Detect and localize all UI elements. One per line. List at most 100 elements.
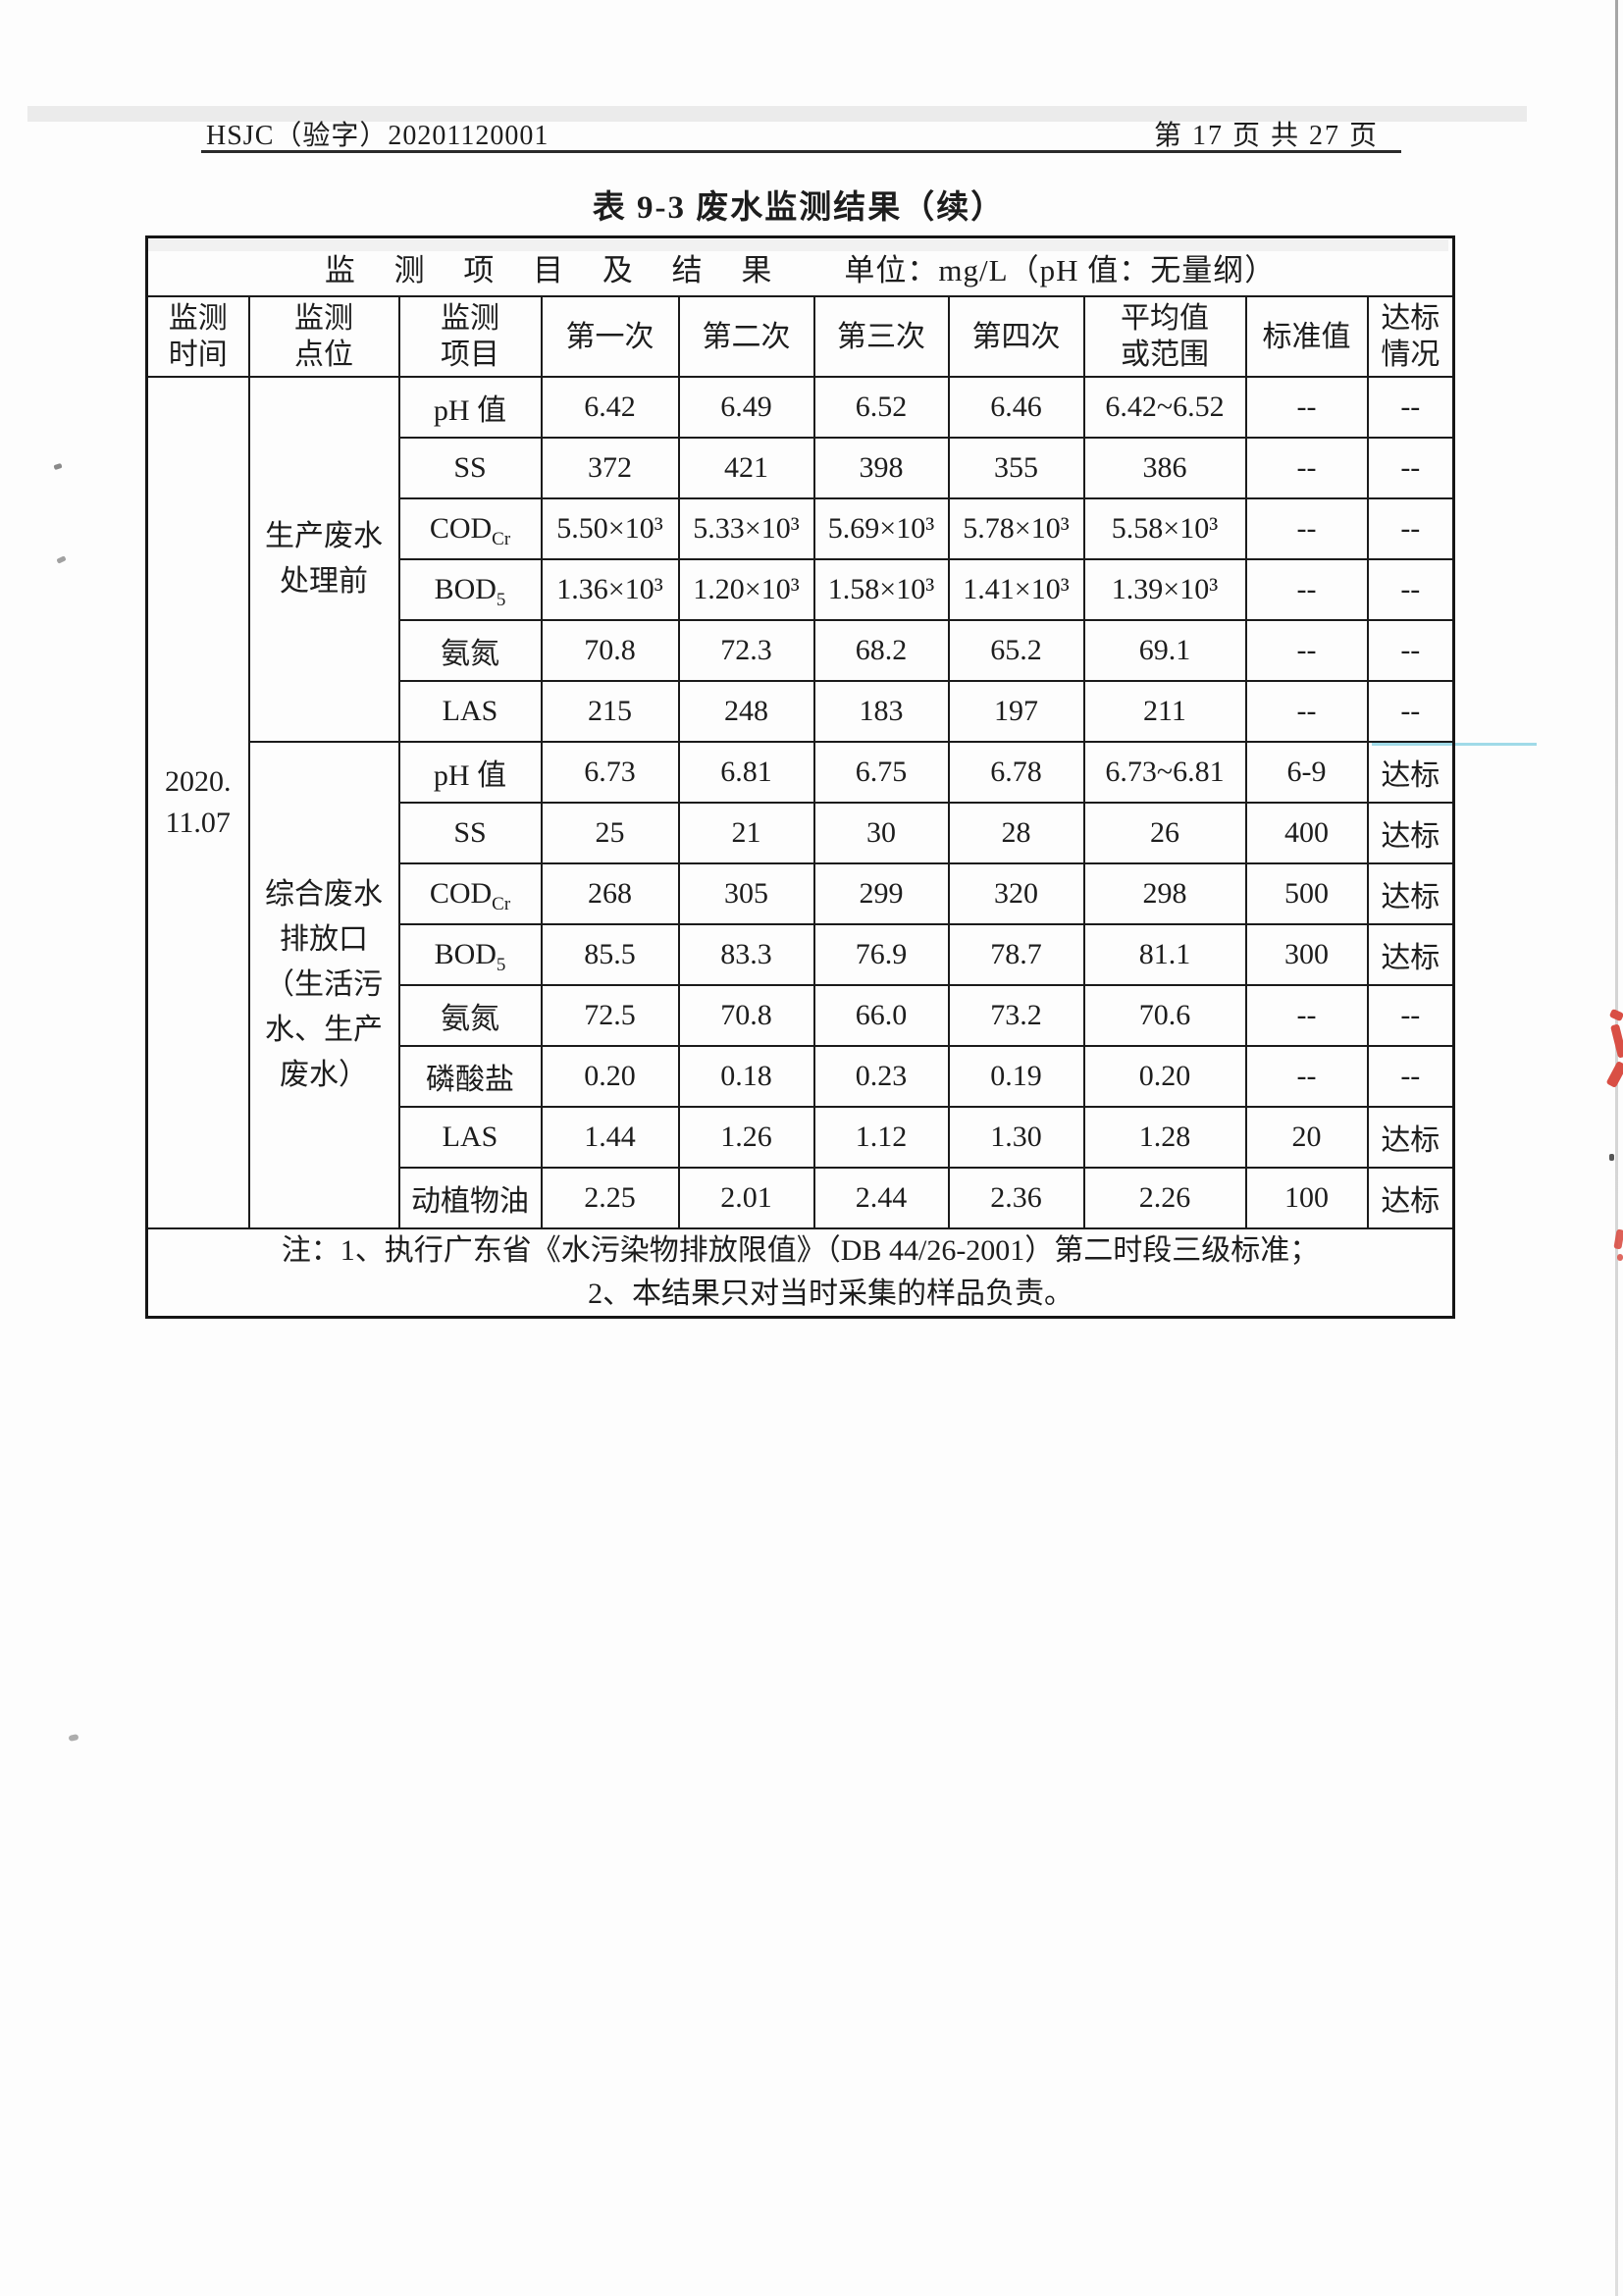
table-row: 综合废水 排放口 （生活污 水、生产 废水） pH 值 6.73 6.81 6.… [147,741,1455,1229]
item-cell: BOD5 [397,558,543,621]
table-row: 动植物油 2.25 2.01 2.44 2.36 2.26 100 达标 [147,1167,1455,1229]
status-cell: -- [1366,1045,1455,1108]
value-cell: 73.2 [947,984,1085,1047]
column-header-row: 监测 时间 监测 点位 监测 项目 第一次 第二次 第三次 第四次 平均值 或范… [145,295,1455,378]
value-cell: 1.12 [812,1106,950,1169]
status-cell: -- [1366,680,1455,743]
value-cell: 305 [677,862,815,925]
value-cell: 6.73 [540,741,680,804]
status-cell: 达标 [1366,741,1455,804]
avg-cell: 6.42~6.52 [1082,376,1247,439]
value-cell: 5.50×10³ [540,497,680,560]
item-label: BOD [434,573,497,605]
scan-speck [68,1734,79,1742]
item-cell: CODCr [397,497,543,560]
value-cell: 0.23 [812,1045,950,1108]
status-cell: 达标 [1366,923,1455,986]
value-cell: 85.5 [540,923,680,986]
value-cell: 5.69×10³ [812,497,950,560]
value-cell: 0.18 [677,1045,815,1108]
value-cell: 21 [677,802,815,864]
item-label: BOD [434,938,497,970]
item-cell: 磷酸盐 [397,1045,543,1108]
scan-gray-band [27,106,1527,122]
value-cell: 268 [540,862,680,925]
status-cell: 达标 [1366,1106,1455,1169]
col-header-run2: 第二次 [677,295,815,378]
monitor-location-cell: 生产废水 处理前 [247,376,400,743]
value-cell: 1.44 [540,1106,680,1169]
monitor-location-cell: 综合废水 排放口 （生活污 水、生产 废水） [247,741,400,1229]
item-cell: LAS [397,680,543,743]
item-label: COD [429,512,493,545]
col-header-item: 监测 项目 [397,295,543,378]
value-cell: 25 [540,802,680,864]
item-cell: SS [397,437,543,499]
standard-cell: 6-9 [1244,741,1369,804]
avg-cell: 386 [1082,437,1247,499]
value-cell: 398 [812,437,950,499]
value-cell: 70.8 [540,619,680,682]
value-cell: 2.44 [812,1167,950,1229]
value-cell: 299 [812,862,950,925]
value-cell: 2.36 [947,1167,1085,1229]
value-cell: 6.42 [540,376,680,439]
value-cell: 197 [947,680,1085,743]
standard-cell: -- [1244,984,1369,1047]
status-cell: -- [1366,558,1455,621]
item-cell: 动植物油 [397,1167,543,1229]
status-cell: -- [1366,437,1455,499]
item-label: pH 值 [433,759,507,792]
value-cell: 28 [947,802,1085,864]
avg-cell: 2.26 [1082,1167,1247,1229]
standard-cell: 20 [1244,1106,1369,1169]
value-cell: 355 [947,437,1085,499]
value-cell: 6.52 [812,376,950,439]
status-cell: 达标 [1366,862,1455,925]
value-cell: 66.0 [812,984,950,1047]
value-cell: 5.78×10³ [947,497,1085,560]
value-cell: 0.19 [947,1045,1085,1108]
col-header-run4: 第四次 [947,295,1085,378]
item-subscript: 5 [496,955,506,975]
value-cell: 1.41×10³ [947,558,1085,621]
table-row: CODCr 5.50×10³ 5.33×10³ 5.69×10³ 5.78×10… [147,497,1455,560]
value-cell: 30 [812,802,950,864]
status-cell: -- [1366,619,1455,682]
avg-cell: 70.6 [1082,984,1247,1047]
scan-edge-line [1615,0,1618,2296]
item-label: 氨氮 [441,1003,499,1035]
item-label: SS [453,816,487,849]
span-header-title: 监 测 项 目 及 结 果 [324,252,788,287]
avg-cell: 211 [1082,680,1247,743]
table-row: BOD5 1.36×10³ 1.20×10³ 1.58×10³ 1.41×10³… [147,558,1455,621]
value-cell: 65.2 [947,619,1085,682]
col-header-time: 监测 时间 [145,295,250,378]
table-row: LAS 215 248 183 197 211 -- -- [147,680,1455,743]
standard-cell: -- [1244,1045,1369,1108]
standard-cell: 400 [1244,802,1369,864]
value-cell: 6.49 [677,376,815,439]
red-margin-mark [1617,1254,1623,1261]
value-cell: 78.7 [947,923,1085,986]
standard-cell: -- [1244,437,1369,499]
wastewater-results-table: 监 测 项 目 及 结 果 单位：mg/L（pH 值：无量纲） 监测 时间 监测… [145,235,1456,1319]
item-cell: SS [397,802,543,864]
note-line-1: 注：1、执行广东省《水污染物排放限值》（DB 44/26-2001）第二时段三级… [281,1234,1320,1267]
value-cell: 2.01 [677,1167,815,1229]
value-cell: 6.46 [947,376,1085,439]
avg-cell: 5.58×10³ [1082,497,1247,560]
avg-cell: 0.20 [1082,1045,1247,1108]
status-cell: -- [1366,497,1455,560]
avg-cell: 69.1 [1082,619,1247,682]
item-label: 磷酸盐 [426,1064,514,1096]
item-label: COD [429,877,493,910]
item-cell: CODCr [397,862,543,925]
table-row: SS 372 421 398 355 386 -- -- [147,437,1455,499]
red-margin-mark [1608,1008,1623,1022]
item-label: 氨氮 [441,638,499,670]
value-cell: 1.58×10³ [812,558,950,621]
span-header-cell: 监 测 项 目 及 结 果 单位：mg/L（pH 值：无量纲） [145,235,1455,297]
status-cell: -- [1366,376,1455,439]
avg-cell: 81.1 [1082,923,1247,986]
